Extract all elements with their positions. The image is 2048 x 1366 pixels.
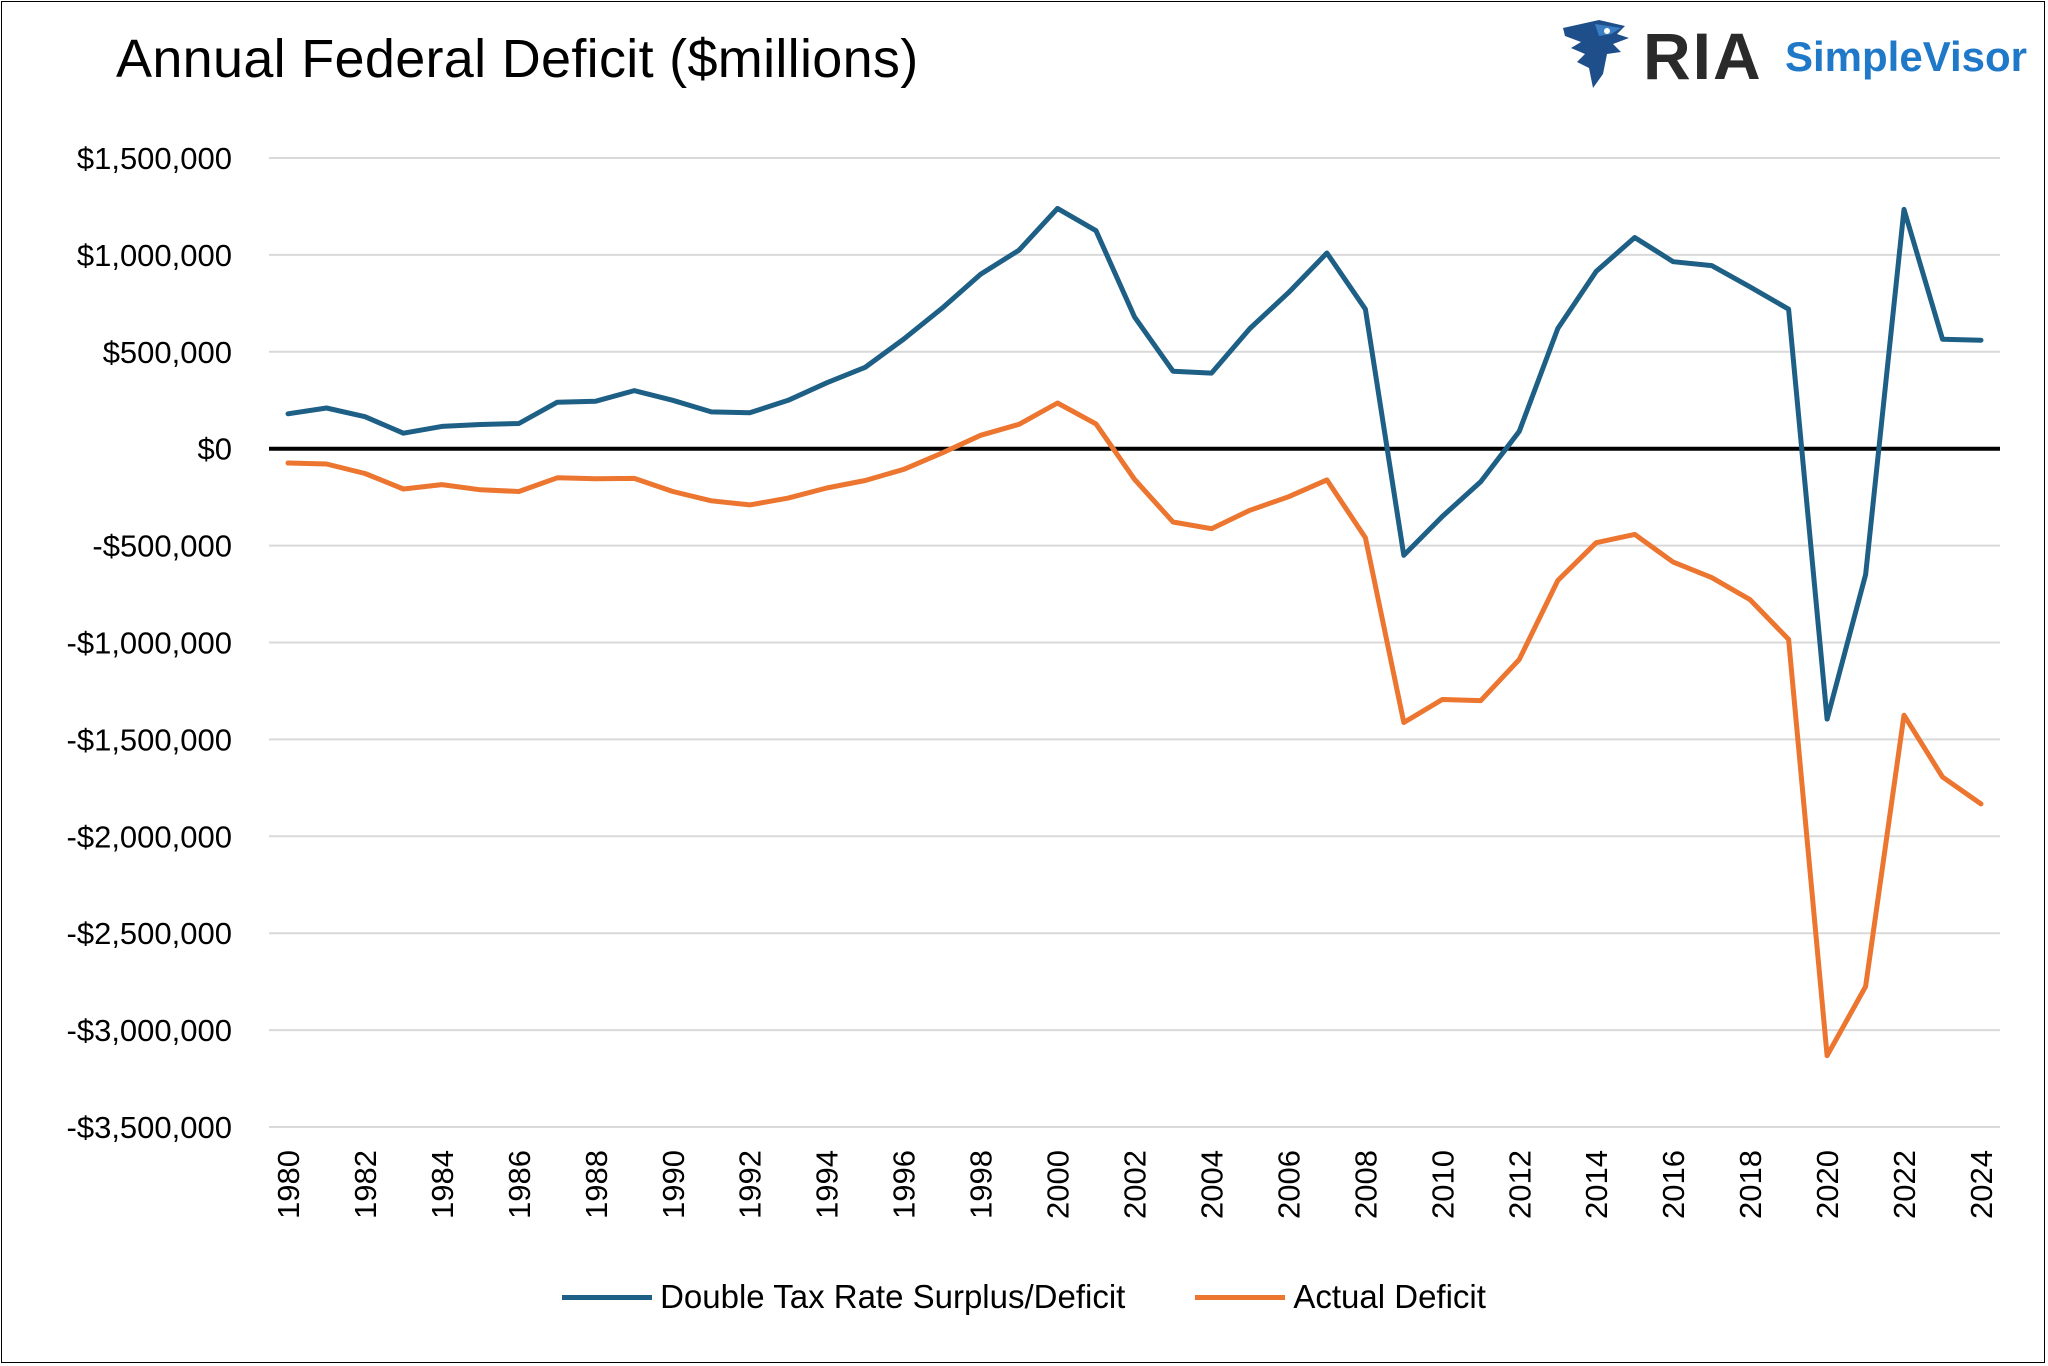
chart-title: Annual Federal Deficit ($millions) — [116, 29, 919, 89]
y-tick-label: -$2,500,000 — [67, 916, 232, 951]
x-tick-label: 1998 — [964, 1150, 999, 1219]
y-tick-label: $1,500,000 — [77, 141, 232, 176]
y-tick-label: -$3,500,000 — [67, 1110, 232, 1145]
series-line-actual — [285, 400, 1984, 1059]
x-tick-label: 1984 — [425, 1150, 460, 1219]
y-tick-label: -$500,000 — [92, 529, 232, 564]
y-tick-label: -$2,000,000 — [67, 819, 232, 854]
x-tick-label: 1988 — [579, 1150, 614, 1219]
x-tick-label: 2006 — [1271, 1150, 1306, 1219]
logo-brand: RIA — [1643, 19, 1763, 93]
x-tick-label: 2002 — [1118, 1150, 1153, 1219]
x-tick-label: 2018 — [1733, 1150, 1768, 1219]
series-line-double — [285, 205, 1984, 722]
legend-swatch-actual — [1195, 1294, 1286, 1300]
x-tick-label: 2014 — [1579, 1150, 1614, 1219]
legend-label-actual: Actual Deficit — [1293, 1278, 1486, 1315]
x-tick-label: 1980 — [271, 1150, 306, 1219]
x-tick-label: 2020 — [1810, 1150, 1845, 1219]
logo: RIA SimpleVisor — [1555, 14, 2027, 94]
x-tick-label: 1992 — [733, 1150, 768, 1219]
legend-item-double: Double Tax Rate Surplus/Deficit — [562, 1278, 1125, 1316]
x-tick-label: 1982 — [348, 1150, 383, 1219]
x-tick-label: 2016 — [1656, 1150, 1691, 1219]
x-tick-label: 2000 — [1041, 1150, 1076, 1219]
y-tick-label: -$1,000,000 — [67, 626, 232, 661]
y-tick-label: -$3,000,000 — [67, 1013, 232, 1048]
x-tick-label: 2004 — [1194, 1150, 1229, 1219]
x-tick-label: 2024 — [1964, 1150, 1999, 1219]
x-tick-label: 2008 — [1348, 1150, 1383, 1219]
y-tick-label: $500,000 — [103, 335, 232, 370]
legend-label-double: Double Tax Rate Surplus/Deficit — [660, 1278, 1126, 1315]
legend-swatch-double — [562, 1294, 653, 1300]
y-tick-label: $1,000,000 — [77, 238, 232, 273]
x-tick-label: 2010 — [1425, 1150, 1460, 1219]
series-lines — [285, 205, 1984, 1059]
y-axis-ticks: $1,500,000 $1,000,000 $500,000 $0 -$500,000 -… — [67, 141, 232, 1145]
x-tick-label: 1986 — [502, 1150, 537, 1219]
line-chart: $1,500,000 $1,000,000 $500,000 $0 -$500,000 -… — [67, 141, 2000, 1219]
x-tick-label: 1990 — [656, 1150, 691, 1219]
y-tick-label: -$1,500,000 — [67, 722, 232, 757]
legend: Double Tax Rate Surplus/Deficit Actual D… — [0, 1278, 2048, 1316]
eagle-icon — [1563, 20, 1629, 88]
gridlines — [269, 157, 2000, 1128]
x-tick-label: 2012 — [1502, 1150, 1537, 1219]
x-tick-label: 2022 — [1887, 1150, 1922, 1219]
x-tick-label: 1996 — [887, 1150, 922, 1219]
y-tick-label: $0 — [198, 432, 232, 467]
x-tick-label: 1994 — [810, 1150, 845, 1219]
logo-product: SimpleVisor — [1785, 33, 2027, 80]
legend-item-actual: Actual Deficit — [1195, 1278, 1486, 1316]
x-axis-ticks: 1980 1982 1984 1986 1988 1990 1992 1994 1996 1998… — [271, 1150, 1999, 1219]
